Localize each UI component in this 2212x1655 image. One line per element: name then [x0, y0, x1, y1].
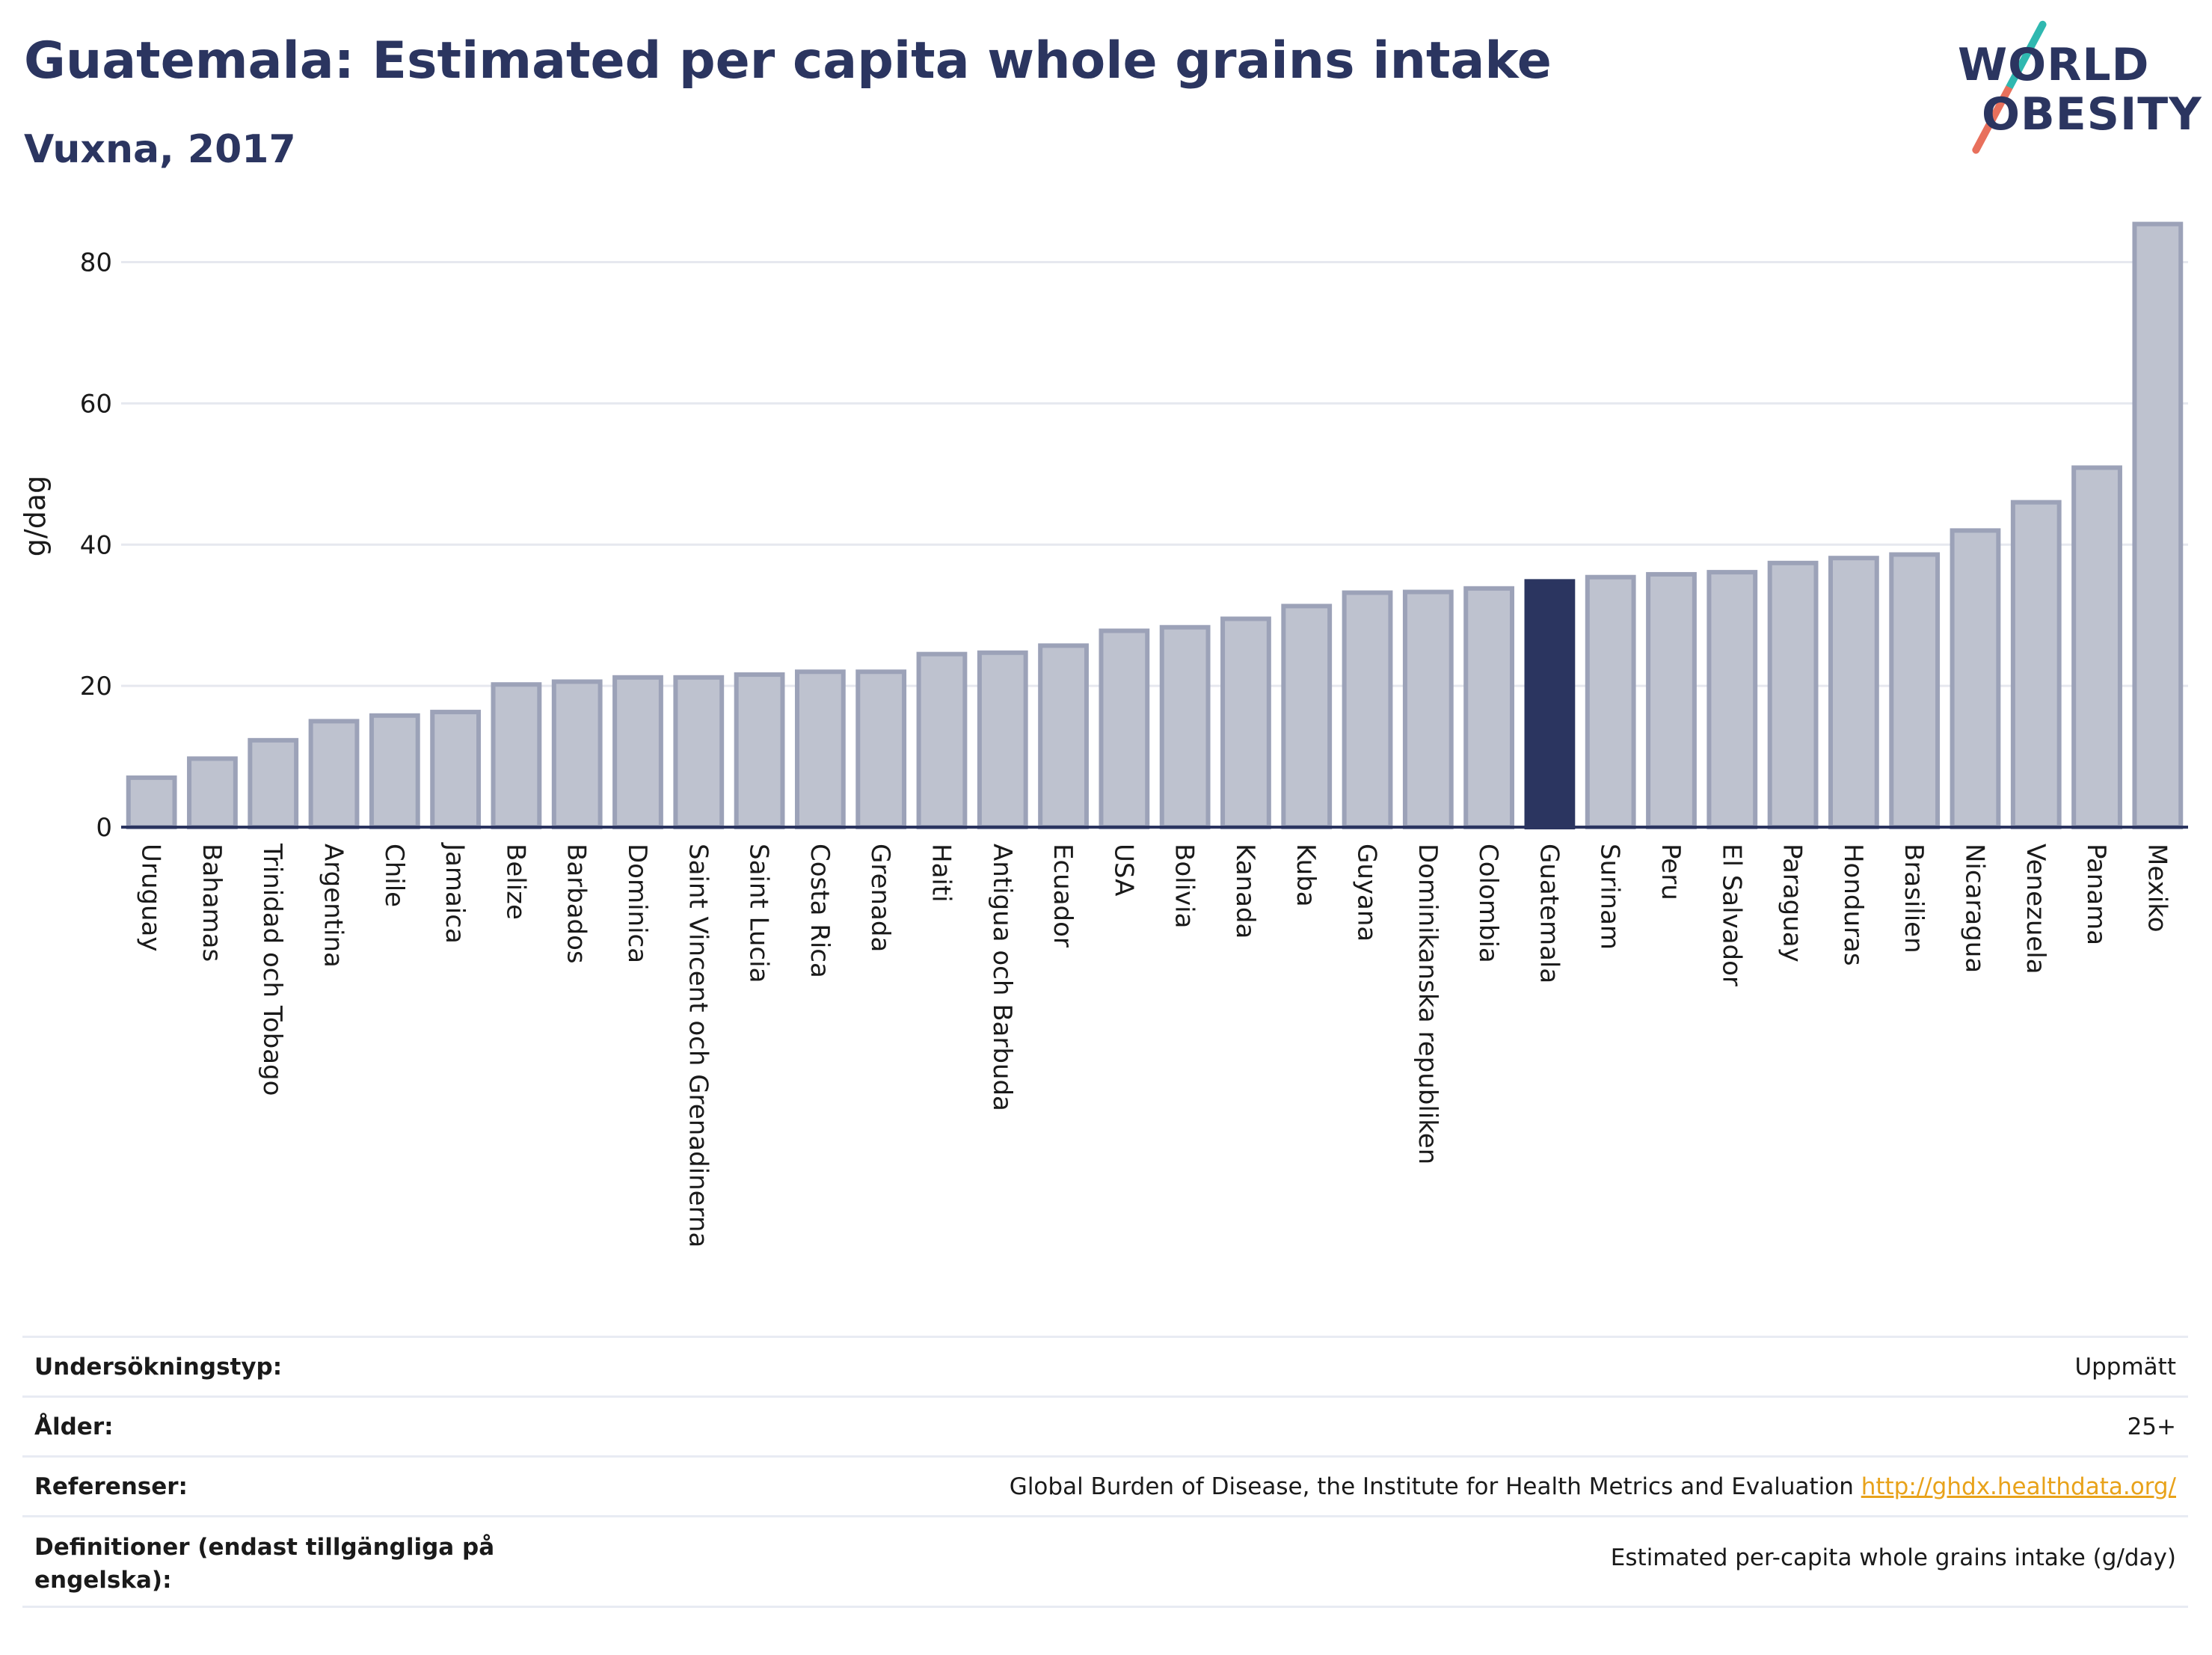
bar-argentina [308, 719, 360, 830]
x-tick-label: Jamaica [440, 842, 470, 944]
x-tick-label: Dominica [622, 844, 652, 963]
bar-grenada [855, 669, 907, 829]
x-tick-label: Brasilien [1899, 844, 1929, 954]
bar-honduras [1828, 556, 1879, 829]
bar-ecuador [1038, 643, 1089, 830]
x-tick-label: Peru [1656, 844, 1686, 900]
footer-row-definitions: Definitioner (endast tillgängliga på eng… [22, 1515, 2188, 1608]
bar-surinam [1585, 574, 1636, 829]
x-tick-label: Barbados [562, 844, 592, 964]
bar-chart: 0 20 40 60 80 Uruguay Bahamas Trinidad och Tob… [19, 221, 2188, 1247]
bar-dominica [612, 675, 663, 830]
x-tick-label: Honduras [1838, 844, 1868, 966]
footer-row-references: Referenser: Global Burden of Disease, th… [22, 1455, 2188, 1515]
footer-row-survey-type: Undersökningstyp: Uppmätt [22, 1336, 2188, 1395]
bar-uruguay [126, 775, 177, 829]
x-tick-label: Chile [379, 844, 409, 907]
x-tick-label: Guyana [1352, 844, 1382, 942]
logo-text-line2: OBESITY [1982, 88, 2202, 141]
x-tick-label: Bolivia [1170, 844, 1199, 928]
bar-saint-vincent-och-grenadinerna [673, 675, 725, 830]
footer-label: Definitioner (endast tillgängliga på eng… [34, 1534, 495, 1594]
x-tick-label: Guatemala [1534, 844, 1564, 983]
bar-haiti [916, 651, 968, 829]
bar-peru [1646, 571, 1697, 829]
x-tick-label: Venezuela [2021, 844, 2050, 974]
x-tick-label: USA [1108, 844, 1138, 896]
footer-value: Estimated per-capita whole grains intake… [1610, 1544, 2176, 1571]
x-tick-label: Panama [2081, 844, 2111, 945]
x-tick-label: Mexiko [2142, 844, 2172, 933]
x-tick-label: El Salvador [1716, 844, 1746, 986]
chart-title: Guatemala: Estimated per capita whole gr… [24, 31, 1552, 90]
x-tick-label: Dominikanska republiken [1413, 844, 1443, 1164]
bar-bolivia [1159, 624, 1211, 829]
bar-bahamas [187, 756, 238, 829]
footer-value: Uppmätt [2074, 1353, 2176, 1381]
x-tick-label: Saint Lucia [744, 844, 774, 983]
x-tick-label: Kanada [1230, 844, 1260, 939]
bar-guyana [1342, 590, 1393, 830]
x-tick-label: Haiti [926, 844, 956, 903]
x-tick-labels: Uruguay Bahamas Trinidad och Tobago Argenti… [136, 842, 2172, 1247]
bar-jamaica [430, 710, 482, 829]
x-tick-label: Costa Rica [805, 844, 835, 978]
footer-row-age: Ålder: 25+ [22, 1395, 2188, 1455]
x-tick-label: Ecuador [1048, 844, 1078, 948]
footer-label: Undersökningstyp: [34, 1353, 283, 1381]
x-tick-label: Argentina [319, 844, 348, 968]
x-tick-label: Belize [500, 844, 530, 920]
bar-venezuela [2010, 500, 2062, 829]
bar-dominikanska-republiken [1402, 589, 1454, 829]
reference-link[interactable]: http://ghdx.healthdata.org/ [1861, 1473, 2176, 1500]
x-tick-label: Paraguay [1778, 844, 1807, 962]
reference-text: Global Burden of Disease, the Institute … [1009, 1473, 1854, 1500]
bar-chile [369, 713, 420, 829]
bar-costa-rica [794, 669, 846, 829]
y-tick-label: 80 [80, 248, 112, 278]
bar-el-salvador [1706, 570, 1758, 829]
bar-brasilien [1889, 552, 1941, 829]
x-tick-label: Colombia [1473, 844, 1503, 963]
x-tick-label: Grenada [865, 844, 895, 952]
footer-value: Global Burden of Disease, the Institute … [1010, 1473, 2188, 1500]
x-tick-label: Trinidad och Tobago [257, 843, 287, 1096]
world-obesity-logo: WORLD OBESITY [1944, 19, 2202, 157]
y-tick-label: 20 [80, 672, 112, 701]
y-axis-label: g/dag [19, 476, 52, 556]
y-tick-labels: 0 20 40 60 80 [80, 248, 112, 843]
bar-guatemala [1524, 579, 1576, 829]
bar-usa [1099, 628, 1150, 829]
x-tick-label: Surinam [1595, 844, 1625, 950]
footer-label: Referenser: [34, 1473, 188, 1500]
y-tick-label: 0 [96, 813, 112, 843]
bar-panama [2071, 465, 2122, 829]
bar-mexiko [2132, 221, 2184, 830]
x-tick-label: Nicaragua [1959, 844, 1989, 973]
chart-subtitle: Vuxna, 2017 [24, 127, 296, 172]
footer-label: Ålder: [34, 1413, 114, 1440]
x-tick-label: Saint Vincent och Grenadinerna [683, 844, 713, 1247]
x-tick-label: Uruguay [136, 844, 166, 952]
bar-paraguay [1767, 560, 1819, 829]
bar-belize [491, 682, 542, 830]
bar-antigua-och-barbuda [977, 650, 1028, 830]
footer-value: 25+ [2127, 1413, 2176, 1440]
bar-kanada [1220, 616, 1271, 829]
x-tick-label: Bahamas [197, 844, 227, 962]
bar-saint-lucia [734, 672, 785, 830]
bars [126, 221, 2184, 830]
bar-barbados [551, 679, 603, 829]
bar-trinidad-och-tobago [248, 737, 299, 830]
bar-colombia [1463, 586, 1515, 829]
metadata-table: Undersökningstyp: Uppmätt Ålder: 25+ Ref… [22, 1336, 2188, 1608]
y-tick-label: 40 [80, 530, 112, 560]
bar-nicaragua [1950, 528, 2001, 829]
bar-kuba [1281, 604, 1333, 829]
x-tick-label: Kuba [1291, 844, 1321, 907]
x-tick-label: Antigua och Barbuda [987, 844, 1017, 1111]
y-tick-label: 60 [80, 389, 112, 419]
logo-text-line1: WORLD [1958, 39, 2150, 91]
